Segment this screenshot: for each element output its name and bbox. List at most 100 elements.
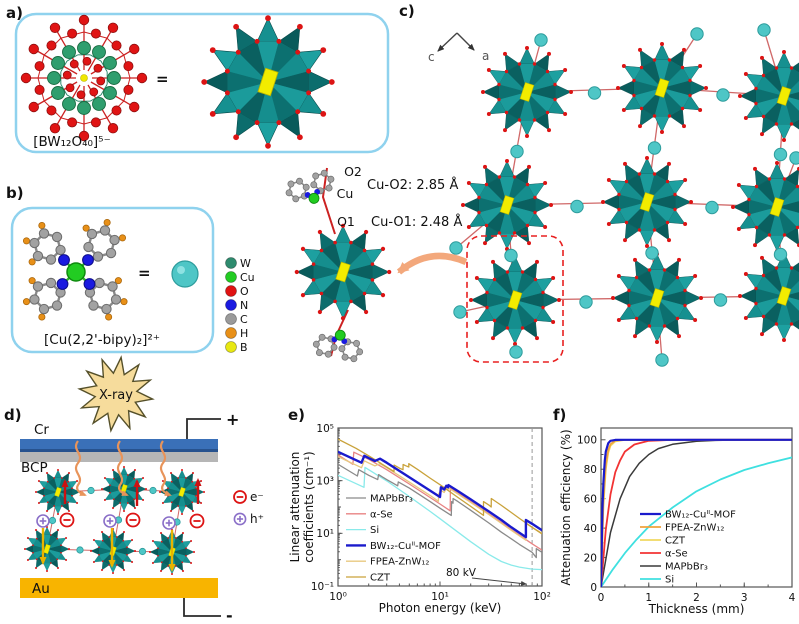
tungsten-atom — [103, 56, 117, 70]
series-line — [338, 466, 542, 571]
oxygen-atom — [129, 43, 140, 55]
au-layer — [20, 578, 218, 598]
atom-legend-swatch — [225, 327, 237, 339]
hydrogen-atom — [114, 277, 122, 285]
oxygen-atom — [34, 61, 45, 72]
bcp-label: BCP — [21, 460, 48, 476]
copper-linker-sphere — [449, 241, 463, 255]
series-line — [601, 456, 792, 587]
inset-cluster — [294, 223, 392, 321]
copper-linker-sphere — [579, 295, 593, 309]
y-tick-label: 20 — [584, 552, 597, 564]
cu-complex-sphere — [171, 260, 199, 288]
device-cluster — [100, 465, 148, 513]
copper-linker-sphere — [716, 88, 730, 102]
tungsten-atom — [47, 71, 61, 85]
tungsten-atom — [103, 86, 117, 100]
legend-label: FPEA-ZnW₁₂ — [665, 523, 724, 534]
oxygen-atom — [111, 40, 122, 51]
carbon-atom — [341, 353, 349, 361]
xray-photon-squiggle — [116, 440, 129, 497]
copper-linker-sphere — [789, 151, 799, 165]
oxygen-atom — [46, 105, 57, 116]
coordination-inset — [285, 167, 392, 363]
copper-linker-sphere — [645, 246, 659, 260]
series-group — [601, 438, 792, 587]
hole-legend-label: h⁺ — [250, 512, 264, 526]
x-tick-label: 0 — [598, 592, 605, 604]
carbon-atom — [86, 228, 98, 240]
atom-legend-label: H — [240, 327, 248, 340]
x-tick-label: 10⁰ — [329, 591, 347, 603]
framework-cluster — [480, 45, 574, 139]
oxygen-atom — [49, 22, 61, 33]
copper-linker-sphere — [504, 248, 518, 263]
oxygen-atom — [49, 123, 61, 134]
copper-linker-sphere — [655, 353, 669, 367]
carbon-atom — [92, 251, 104, 262]
oxygen-atom — [111, 105, 122, 116]
copper-linker-sphere — [48, 516, 57, 525]
panel-c-label: c) — [399, 2, 415, 20]
y-tick-label: 40 — [584, 523, 597, 535]
copper-linker-sphere — [705, 200, 719, 215]
polyhedral-cluster — [200, 14, 336, 150]
charge-carriers — [36, 440, 205, 572]
carbon-atom — [45, 277, 57, 289]
legend-label: CZT — [665, 536, 686, 547]
carbon-atom — [29, 294, 40, 305]
hydrogen-atom — [82, 224, 90, 232]
carbon-atom — [287, 180, 295, 188]
xray-label: X-ray — [99, 388, 133, 403]
copper-linker-sphere — [690, 27, 704, 41]
carbon-atom — [99, 225, 111, 236]
carbon-atom — [88, 300, 99, 311]
atom-legend-swatch — [225, 299, 237, 311]
oxygen-atom — [67, 28, 78, 39]
tungsten-atom — [51, 56, 65, 70]
legend-label: α-Se — [370, 509, 393, 520]
framework-cluster — [600, 155, 694, 249]
framework-cluster — [610, 251, 704, 345]
oxygen-atom — [34, 84, 45, 95]
framework-cluster — [615, 41, 709, 135]
panel-a: a) = [BW₁₂O₄₀]⁵⁻ — [6, 4, 390, 154]
y-tick-label: 10⁻¹ — [311, 581, 334, 593]
framework-cluster — [737, 249, 799, 343]
oxygen-atom — [93, 63, 103, 73]
oxygen-atom — [65, 83, 75, 93]
copper-linker-sphere — [757, 23, 771, 37]
oxygen-atom — [82, 56, 92, 66]
hydrogen-atom — [28, 277, 36, 285]
y-tick-label: 10⁵ — [316, 423, 334, 435]
x-tick-label: 3 — [741, 592, 748, 604]
carbon-atom — [38, 303, 50, 315]
copper-atom — [308, 192, 320, 204]
oxygen-atom — [107, 123, 119, 134]
oxygen-atom — [107, 22, 119, 33]
series-line — [338, 463, 542, 559]
label-o2: O2 — [344, 164, 362, 179]
equals-sign-a: = — [156, 70, 169, 88]
carbon-atom — [315, 349, 323, 357]
atom-legend-label: O — [240, 285, 249, 298]
positive-terminal: + — [226, 410, 239, 429]
legend-label: CZT — [370, 573, 391, 584]
y-tick-label: 10¹ — [316, 528, 334, 540]
y-tick-label: 100 — [577, 435, 597, 447]
cr-label: Cr — [34, 422, 49, 438]
hydrogen-atom — [38, 313, 46, 321]
carbon-atom — [310, 181, 318, 189]
y-tick-label: 0 — [590, 582, 597, 594]
series-line — [338, 456, 542, 541]
carbon-atom — [318, 333, 326, 341]
oxygen-atom — [96, 76, 106, 86]
panel-c: c) c a O2 Cu O1 Cu-O2: 2.85 Å Cu-O1: 2.4… — [285, 2, 799, 367]
copper-linker-sphere — [87, 486, 95, 495]
hydrogen-atom — [120, 298, 128, 306]
panel-e-label: e) — [288, 406, 305, 424]
x-tick-label: 10² — [533, 591, 551, 603]
